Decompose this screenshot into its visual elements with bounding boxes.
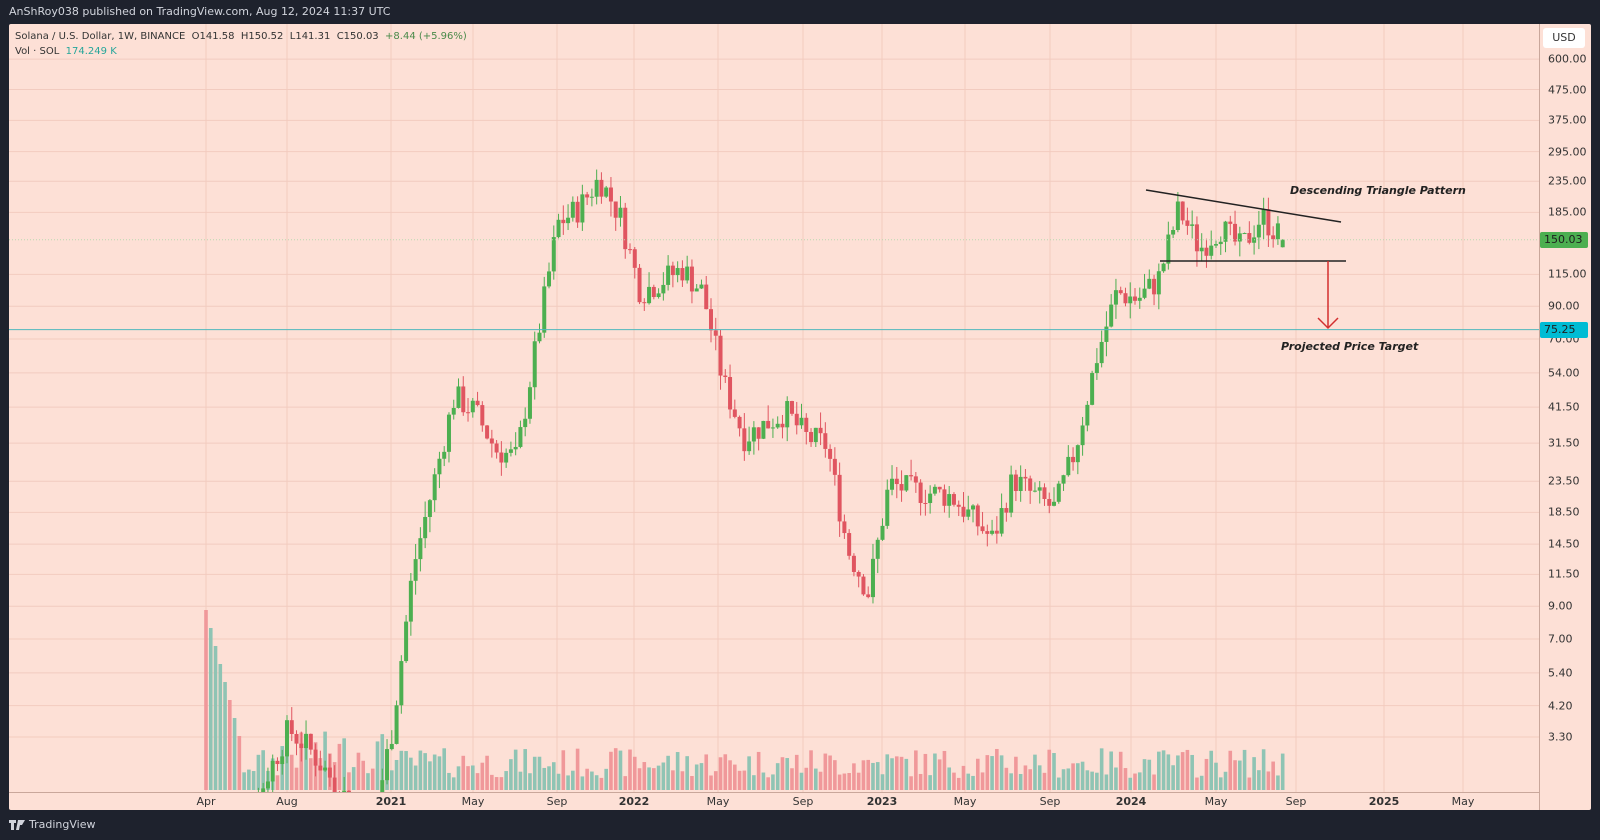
time-tick-label: Sep: [1285, 795, 1307, 808]
price-tick-label: 4.20: [1548, 699, 1573, 713]
time-tick-label: 2023: [866, 795, 898, 808]
legend-close: 150.03: [343, 31, 379, 42]
footer: TradingView: [0, 810, 1600, 840]
legend-volume-label[interactable]: Vol · SOL: [15, 46, 60, 57]
chart-frame: Solana / U.S. Dollar, 1W, BINANCE O141.5…: [9, 24, 1591, 810]
publish-bar: AnShRoy038 published on TradingView.com,…: [0, 0, 1600, 24]
time-tick-label: 2025: [1368, 795, 1400, 808]
tradingview-logo-icon: [9, 819, 25, 830]
price-tick-label: 31.50: [1548, 436, 1580, 450]
price-tick-label: 90.00: [1548, 299, 1580, 313]
price-tick-label: 18.50: [1548, 505, 1580, 519]
time-tick-label: Aug: [276, 795, 298, 808]
time-axis[interactable]: Apr Aug 2021 May Sep 2022 May Sep 2023 May Sep 2024…: [9, 792, 1539, 810]
price-tick-label: 475.00: [1548, 83, 1587, 97]
price-tick-label: 7.00: [1548, 632, 1573, 646]
horizontal-line-price-tag: 75.25: [1540, 321, 1588, 338]
price-tick-label: 115.00: [1548, 267, 1587, 281]
price-tick-label: 23.50: [1548, 474, 1580, 488]
time-tick-label: Sep: [546, 795, 568, 808]
legend-symbol[interactable]: Solana / U.S. Dollar, 1W, BINANCE: [15, 31, 186, 42]
price-tick-label: 54.00: [1548, 366, 1580, 380]
price-tick-label: 600.00: [1548, 52, 1587, 66]
publish-text: AnShRoy038 published on TradingView.com,…: [9, 5, 391, 18]
price-tick-label: 41.50: [1548, 400, 1580, 414]
time-tick-label: May: [953, 795, 977, 808]
price-tick-label: 295.00: [1548, 145, 1587, 159]
chart-plot-area[interactable]: Solana / U.S. Dollar, 1W, BINANCE O141.5…: [9, 24, 1539, 792]
price-tick-label: 185.00: [1548, 205, 1587, 219]
legend-volume-row: Vol · SOL 174.249 K: [15, 44, 467, 59]
legend-high: 150.52: [248, 31, 284, 42]
tradingview-logo[interactable]: TradingView: [9, 818, 95, 831]
legend-ohlc-row: Solana / U.S. Dollar, 1W, BINANCE O141.5…: [15, 31, 467, 42]
pattern-annotation[interactable]: Descending Triangle Pattern: [1290, 184, 1466, 197]
currency-button[interactable]: USD: [1543, 28, 1585, 48]
chart-legend: Solana / U.S. Dollar, 1W, BINANCE O141.5…: [15, 29, 467, 59]
price-tick-label: 3.30: [1548, 730, 1573, 744]
price-tick-label: 14.50: [1548, 537, 1580, 551]
current-price-tag: 150.03: [1540, 231, 1588, 248]
time-tick-label: Apr: [196, 795, 216, 808]
time-tick-label: May: [461, 795, 485, 808]
legend-low: 141.31: [295, 31, 331, 42]
price-tick-label: 235.00: [1548, 174, 1587, 188]
time-tick-label: Sep: [1039, 795, 1061, 808]
time-tick-label: 2022: [618, 795, 650, 808]
time-tick-label: Sep: [792, 795, 814, 808]
time-tick-label: 2024: [1115, 795, 1147, 808]
candlestick-chart[interactable]: [9, 24, 1539, 792]
price-tick-label: 11.50: [1548, 567, 1580, 581]
time-tick-label: May: [1451, 795, 1475, 808]
footer-brand: TradingView: [29, 818, 96, 831]
time-tick-label: May: [706, 795, 730, 808]
legend-change: +8.44 (+5.96%): [385, 31, 467, 42]
price-axis[interactable]: 600.00 475.00 375.00 295.00 235.00 185.00 115.…: [1539, 24, 1591, 810]
target-annotation[interactable]: Projected Price Target: [1281, 340, 1419, 353]
legend-open: 141.58: [199, 31, 235, 42]
price-tick-label: 9.00: [1548, 599, 1573, 613]
price-tick-label: 5.40: [1548, 666, 1573, 680]
legend-volume-value: 174.249 K: [65, 46, 117, 57]
time-tick-label: 2021: [375, 795, 407, 808]
time-tick-label: May: [1204, 795, 1228, 808]
price-tick-label: 375.00: [1548, 113, 1587, 127]
